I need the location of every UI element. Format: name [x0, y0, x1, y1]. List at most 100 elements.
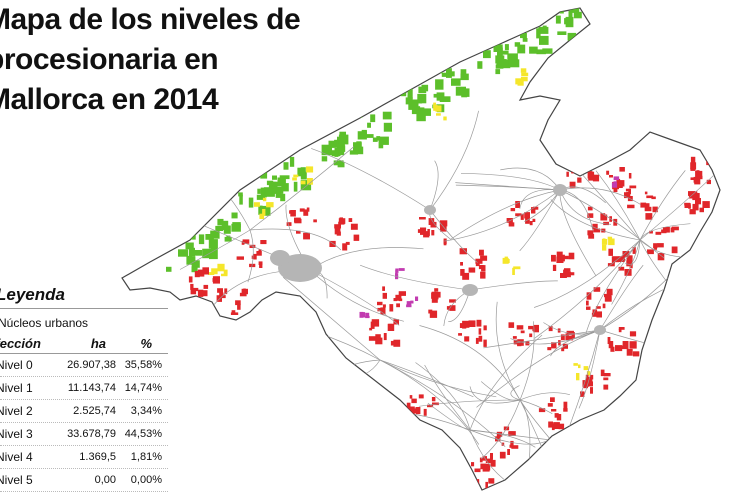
- affected-area: [699, 207, 704, 213]
- affected-area: [406, 402, 411, 407]
- affected-area: [190, 283, 194, 290]
- affected-area: [313, 219, 317, 223]
- affected-area: [433, 105, 438, 111]
- affected-area: [590, 387, 593, 394]
- affected-area: [603, 373, 611, 377]
- affected-area: [593, 287, 601, 292]
- affected-area: [573, 363, 578, 366]
- affected-area: [618, 328, 622, 333]
- affected-area: [551, 409, 557, 412]
- affected-area: [380, 307, 386, 315]
- affected-area: [475, 258, 483, 264]
- affected-area: [604, 295, 612, 302]
- affected-area: [644, 191, 648, 195]
- affected-area: [460, 262, 463, 266]
- affected-area: [338, 143, 345, 151]
- affected-area: [582, 51, 590, 57]
- legend-row: Nivel 2 2.525,74 3,34%: [0, 400, 168, 423]
- road: [625, 239, 641, 265]
- affected-area: [241, 241, 245, 245]
- affected-area: [510, 208, 516, 212]
- affected-area: [551, 254, 556, 262]
- road: [469, 429, 536, 448]
- affected-area: [495, 436, 501, 442]
- affected-area: [606, 288, 613, 296]
- road: [599, 264, 644, 331]
- affected-area: [611, 182, 618, 188]
- affected-area: [471, 462, 475, 467]
- road: [469, 429, 552, 445]
- affected-area: [462, 272, 470, 280]
- affected-area: [607, 337, 611, 344]
- road: [550, 329, 601, 357]
- affected-area: [586, 300, 589, 306]
- affected-area: [208, 239, 218, 249]
- affected-area: [563, 255, 569, 260]
- affected-area: [468, 320, 476, 327]
- affected-area: [237, 303, 241, 310]
- affected-area: [567, 32, 577, 41]
- affected-area: [592, 309, 598, 317]
- affected-area: [593, 228, 601, 233]
- affected-area: [420, 227, 427, 235]
- road: [247, 229, 254, 283]
- road: [179, 229, 251, 270]
- affected-area: [443, 116, 447, 121]
- affected-area: [382, 286, 385, 291]
- affected-area: [357, 131, 367, 140]
- affected-area: [367, 122, 371, 128]
- affected-area: [627, 204, 635, 209]
- affected-area: [542, 25, 547, 31]
- affected-area: [529, 46, 538, 54]
- affected-area: [657, 253, 665, 261]
- affected-area: [549, 8, 553, 17]
- affected-area: [547, 403, 553, 407]
- affected-area: [521, 72, 529, 77]
- affected-area: [427, 404, 434, 408]
- affected-area: [528, 325, 534, 330]
- road: [309, 269, 400, 326]
- affected-area: [632, 351, 640, 357]
- affected-area: [562, 343, 568, 349]
- affected-area: [587, 230, 594, 236]
- affected-area: [430, 221, 437, 228]
- affected-area: [590, 374, 594, 380]
- affected-area: [479, 457, 483, 463]
- affected-area: [613, 218, 618, 226]
- affected-area: [440, 224, 447, 232]
- legend-ha: 1.369,5: [79, 451, 116, 463]
- road: [424, 364, 471, 431]
- affected-area: [593, 160, 599, 166]
- affected-area: [396, 303, 400, 308]
- affected-area: [431, 230, 435, 236]
- affected-area: [586, 292, 592, 300]
- affected-area: [520, 76, 528, 82]
- affected-area: [539, 35, 549, 45]
- affected-area: [603, 377, 609, 381]
- affected-area: [533, 324, 539, 333]
- affected-area: [262, 209, 266, 216]
- affected-area: [407, 88, 413, 99]
- legend-pct: 0,00%: [130, 474, 162, 486]
- affected-area: [671, 246, 678, 254]
- affected-area: [629, 185, 637, 189]
- affected-area: [483, 325, 487, 331]
- affected-area: [613, 176, 620, 181]
- legend-pct: 3,34%: [130, 405, 162, 417]
- affected-area: [350, 223, 358, 230]
- affected-area: [629, 341, 637, 349]
- affected-area: [242, 239, 250, 244]
- affected-area: [476, 319, 482, 327]
- road: [249, 146, 355, 231]
- affected-area: [695, 198, 701, 205]
- affected-area: [606, 170, 610, 175]
- affected-area: [692, 193, 700, 201]
- affected-area: [507, 53, 512, 60]
- legend-ha: 26.907,38: [67, 359, 116, 371]
- affected-area: [418, 394, 424, 399]
- road: [379, 359, 497, 398]
- header-level: Afección: [0, 336, 41, 351]
- affected-area: [580, 391, 585, 397]
- legend-urban-row: Núcleos urbanos: [0, 315, 168, 331]
- affected-area: [508, 222, 515, 227]
